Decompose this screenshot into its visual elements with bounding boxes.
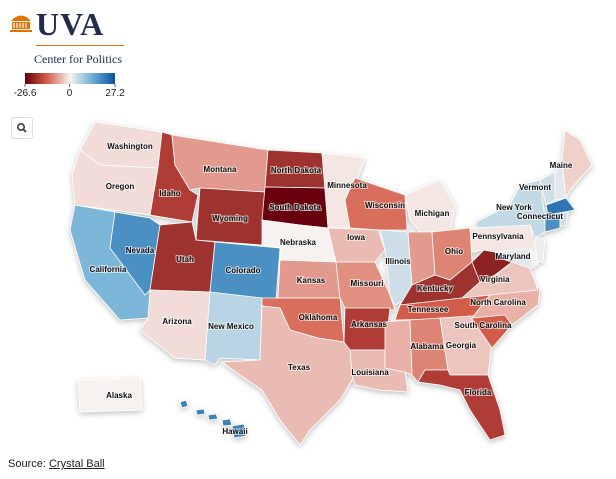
logo-title: UVA: [36, 6, 105, 42]
legend-tick-label: 27.2: [105, 88, 125, 99]
state-label: Pennsylvania: [472, 232, 524, 241]
legend-tick-label: 0: [67, 88, 73, 99]
source-prefix: Source:: [8, 458, 46, 470]
source: Source: Crystal Ball: [8, 458, 105, 470]
state-label: Virginia: [480, 275, 510, 284]
state-label: North Dakota: [271, 166, 322, 175]
logo-rule: [36, 45, 124, 46]
state-label: Alaska: [106, 391, 132, 400]
state-label: Washington: [107, 142, 153, 151]
state: [220, 305, 356, 446]
state-label: Texas: [288, 363, 311, 372]
state-label: Hawaii: [222, 427, 247, 436]
state-label: Michigan: [415, 209, 450, 218]
map: Washington Oregon California Nevada Idaho Mon…: [14, 73, 593, 446]
state-label: Missouri: [351, 279, 384, 288]
state: [544, 212, 561, 233]
state-label: Tennessee: [408, 305, 449, 314]
state-label: Florida: [465, 388, 492, 397]
state-label: Louisiana: [351, 368, 389, 377]
state-label: Kansas: [297, 276, 326, 285]
state-label: Arizona: [162, 317, 192, 326]
state-label: Nebraska: [280, 238, 317, 247]
state-label: Oregon: [106, 182, 135, 191]
state-label: Alabama: [410, 342, 444, 351]
state-label: Oklahoma: [299, 313, 338, 322]
state: [77, 377, 143, 413]
state-label: Montana: [204, 165, 237, 174]
state-label: South Carolina: [455, 321, 512, 330]
state-label: Idaho: [159, 189, 180, 198]
search-button[interactable]: [11, 117, 33, 139]
state: [335, 261, 396, 311]
state: [384, 319, 413, 376]
state: [179, 399, 247, 439]
logo-icon: [10, 15, 32, 32]
state: [545, 197, 576, 216]
state-label: Illinois: [385, 257, 411, 266]
state-label: Maine: [550, 161, 573, 170]
legend-bar: [25, 73, 115, 84]
state-label: Iowa: [347, 233, 365, 242]
legend-tick-label: -26.6: [14, 88, 37, 99]
state-label: Colorado: [225, 266, 260, 275]
state: [529, 249, 539, 266]
state-label: Nevada: [126, 246, 155, 255]
state-label: Connecticut: [517, 212, 564, 221]
states: [69, 121, 593, 446]
state: [417, 369, 506, 441]
labels: Washington Oregon California Nevada Idaho Mon…: [89, 141, 574, 437]
state-label: Maryland: [495, 252, 530, 261]
state: [404, 179, 456, 233]
state-label: New Mexico: [208, 322, 254, 331]
logo-subtitle: Center for Politics: [34, 52, 122, 66]
state-label: New York: [496, 203, 532, 212]
state: [171, 134, 269, 193]
state-label: North Carolina: [470, 298, 526, 307]
state-label: Ohio: [445, 247, 463, 256]
search-icon: [17, 123, 27, 133]
state-label: Vermont: [519, 183, 551, 192]
state-label: California: [90, 265, 127, 274]
source-link[interactable]: Crystal Ball: [48, 458, 105, 470]
state-label: Utah: [176, 255, 194, 264]
state-label: Wisconsin: [365, 201, 405, 210]
state-label: Kentucky: [417, 284, 454, 293]
state-label: Wyoming: [212, 214, 248, 223]
state-label: Minnesota: [327, 181, 367, 190]
state-label: South Dakota: [269, 203, 321, 212]
state-label: Georgia: [446, 341, 477, 350]
state: [559, 211, 569, 227]
state-label: Arkansas: [351, 320, 388, 329]
